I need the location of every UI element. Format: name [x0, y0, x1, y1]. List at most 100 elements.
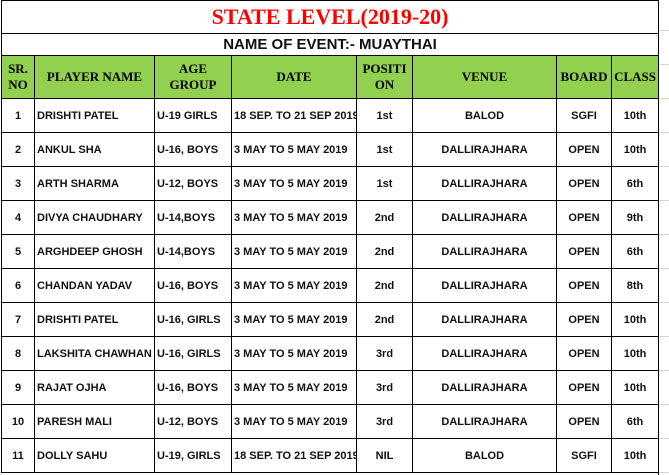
header-board[interactable]: BOARD: [556, 55, 612, 99]
cell-date[interactable]: 3 MAY TO 5 MAY 2019: [231, 404, 357, 439]
cell-venue[interactable]: DALLIRAJHARA: [412, 200, 557, 235]
cell-class[interactable]: 6th: [610, 404, 660, 439]
cell-position[interactable]: 3rd: [356, 336, 413, 371]
cell-board[interactable]: OPEN: [556, 132, 612, 167]
cell-date[interactable]: 3 MAY TO 5 MAY 2019: [231, 370, 357, 405]
cell-board[interactable]: OPEN: [556, 336, 612, 371]
cell-age-group[interactable]: U-16, BOYS: [154, 370, 232, 405]
cell-class[interactable]: 6th: [610, 166, 660, 201]
cell-sr-no[interactable]: 3: [1, 166, 35, 201]
header-date[interactable]: DATE: [231, 55, 357, 99]
cell-date[interactable]: 3 MAY TO 5 MAY 2019: [231, 200, 357, 235]
cell-venue[interactable]: DALLIRAJHARA: [412, 370, 557, 405]
cell-player-name[interactable]: CHANDAN YADAV: [34, 268, 155, 303]
cell-position[interactable]: 2nd: [356, 234, 413, 269]
cell-position[interactable]: 3rd: [356, 404, 413, 439]
sheet-title[interactable]: STATE LEVEL(2019-20): [0, 0, 660, 34]
cell-date[interactable]: 18 SEP. TO 21 SEP 2019: [231, 438, 357, 473]
cell-board[interactable]: OPEN: [556, 234, 612, 269]
cell-age-group[interactable]: U-16, GIRLS: [154, 302, 232, 337]
cell-board[interactable]: OPEN: [556, 302, 612, 337]
cell-class[interactable]: 6th: [610, 234, 660, 269]
cell-player-name[interactable]: RAJAT OJHA: [34, 370, 155, 405]
cell-sr-no[interactable]: 1: [1, 98, 35, 133]
cell-date[interactable]: 3 MAY TO 5 MAY 2019: [231, 336, 357, 371]
cell-player-name[interactable]: ANKUL SHA: [34, 132, 155, 167]
cell-board[interactable]: OPEN: [556, 404, 612, 439]
cell-venue[interactable]: DALLIRAJHARA: [412, 336, 557, 371]
cell-sr-no[interactable]: 4: [1, 200, 35, 235]
cell-date[interactable]: 3 MAY TO 5 MAY 2019: [231, 132, 357, 167]
cell-date[interactable]: 3 MAY TO 5 MAY 2019: [231, 234, 357, 269]
cell-venue[interactable]: DALLIRAJHARA: [412, 234, 557, 269]
cell-position[interactable]: 3rd: [356, 370, 413, 405]
cell-sr-no[interactable]: 8: [1, 336, 35, 371]
cell-age-group[interactable]: U-19, GIRLS: [154, 438, 232, 473]
cell-age-group[interactable]: U-14,BOYS: [154, 234, 232, 269]
cell-class[interactable]: 9th: [610, 200, 660, 235]
cell-position[interactable]: 2nd: [356, 200, 413, 235]
cell-venue[interactable]: BALOD: [412, 98, 557, 133]
header-position[interactable]: POSITI ON: [356, 55, 413, 99]
cell-board[interactable]: SGFI: [556, 438, 612, 473]
cell-date[interactable]: 3 MAY TO 5 MAY 2019: [231, 302, 357, 337]
cell-age-group[interactable]: U-16, BOYS: [154, 132, 232, 167]
cell-class[interactable]: 10th: [610, 302, 660, 337]
cell-age-group[interactable]: U-12, BOYS: [154, 166, 232, 201]
cell-age-group[interactable]: U-16, BOYS: [154, 268, 232, 303]
cell-sr-no[interactable]: 10: [1, 404, 35, 439]
header-sr-no[interactable]: SR. NO: [1, 55, 35, 99]
cell-sr-no[interactable]: 7: [1, 302, 35, 337]
cell-position[interactable]: 1st: [356, 166, 413, 201]
cell-player-name[interactable]: DRISHTI PATEL: [34, 98, 155, 133]
header-class[interactable]: CLASS: [610, 55, 660, 99]
cell-sr-no[interactable]: 5: [1, 234, 35, 269]
cell-player-name[interactable]: ARGHDEEP GHOSH: [34, 234, 155, 269]
header-age-group[interactable]: AGE GROUP: [154, 55, 232, 99]
cell-venue[interactable]: DALLIRAJHARA: [412, 166, 557, 201]
cell-board[interactable]: OPEN: [556, 200, 612, 235]
cell-class[interactable]: 10th: [610, 336, 660, 371]
cell-date[interactable]: 3 MAY TO 5 MAY 2019: [231, 166, 357, 201]
cell-player-name[interactable]: LAKSHITA CHAWHAN: [34, 336, 155, 371]
cell-position[interactable]: 2nd: [356, 268, 413, 303]
cell-venue[interactable]: DALLIRAJHARA: [412, 302, 557, 337]
cell-date[interactable]: 18 SEP. TO 21 SEP 2019: [231, 98, 357, 133]
cell-player-name[interactable]: ARTH SHARMA: [34, 166, 155, 201]
cell-class[interactable]: 10th: [610, 370, 660, 405]
header-venue[interactable]: VENUE: [412, 55, 557, 99]
cell-board[interactable]: SGFI: [556, 98, 612, 133]
cell-position[interactable]: 1st: [356, 132, 413, 167]
cell-sr-no[interactable]: 6: [1, 268, 35, 303]
header-player-name[interactable]: PLAYER NAME: [34, 55, 155, 99]
cell-sr-no[interactable]: 11: [1, 438, 35, 473]
cell-venue[interactable]: DALLIRAJHARA: [412, 132, 557, 167]
table-row: 4 DIVYA CHAUDHARY U-14,BOYS 3 MAY TO 5 MAY …: [1, 200, 660, 235]
cell-position[interactable]: 1st: [356, 98, 413, 133]
cell-position[interactable]: 2nd: [356, 302, 413, 337]
cell-age-group[interactable]: U-16, GIRLS: [154, 336, 232, 371]
cell-date[interactable]: 3 MAY TO 5 MAY 2019: [231, 268, 357, 303]
cell-age-group[interactable]: U-12, BOYS: [154, 404, 232, 439]
cell-class[interactable]: 10th: [610, 132, 660, 167]
cell-player-name[interactable]: DRISHTI PATEL: [34, 302, 155, 337]
cell-class[interactable]: 10th: [610, 438, 660, 473]
cell-age-group[interactable]: U-14,BOYS: [154, 200, 232, 235]
cell-class[interactable]: 10th: [610, 98, 660, 133]
cell-board[interactable]: OPEN: [556, 370, 612, 405]
cell-player-name[interactable]: PARESH MALI: [34, 404, 155, 439]
cell-age-group[interactable]: U-19 GIRLS: [154, 98, 232, 133]
cell-sr-no[interactable]: 2: [1, 132, 35, 167]
cell-position[interactable]: NIL: [356, 438, 413, 473]
cell-venue[interactable]: DALLIRAJHARA: [412, 404, 557, 439]
cell-sr-no[interactable]: 9: [1, 370, 35, 405]
cell-class[interactable]: 8th: [610, 268, 660, 303]
table-row: 11 DOLLY SAHU U-19, GIRLS 18 SEP. TO 21 SEP…: [1, 438, 660, 473]
cell-venue[interactable]: DALLIRAJHARA: [412, 268, 557, 303]
cell-player-name[interactable]: DOLLY SAHU: [34, 438, 155, 473]
cell-board[interactable]: OPEN: [556, 268, 612, 303]
cell-venue[interactable]: BALOD: [412, 438, 557, 473]
cell-board[interactable]: OPEN: [556, 166, 612, 201]
cell-player-name[interactable]: DIVYA CHAUDHARY: [34, 200, 155, 235]
event-name[interactable]: NAME OF EVENT:- MUAYTHAI: [0, 33, 660, 56]
